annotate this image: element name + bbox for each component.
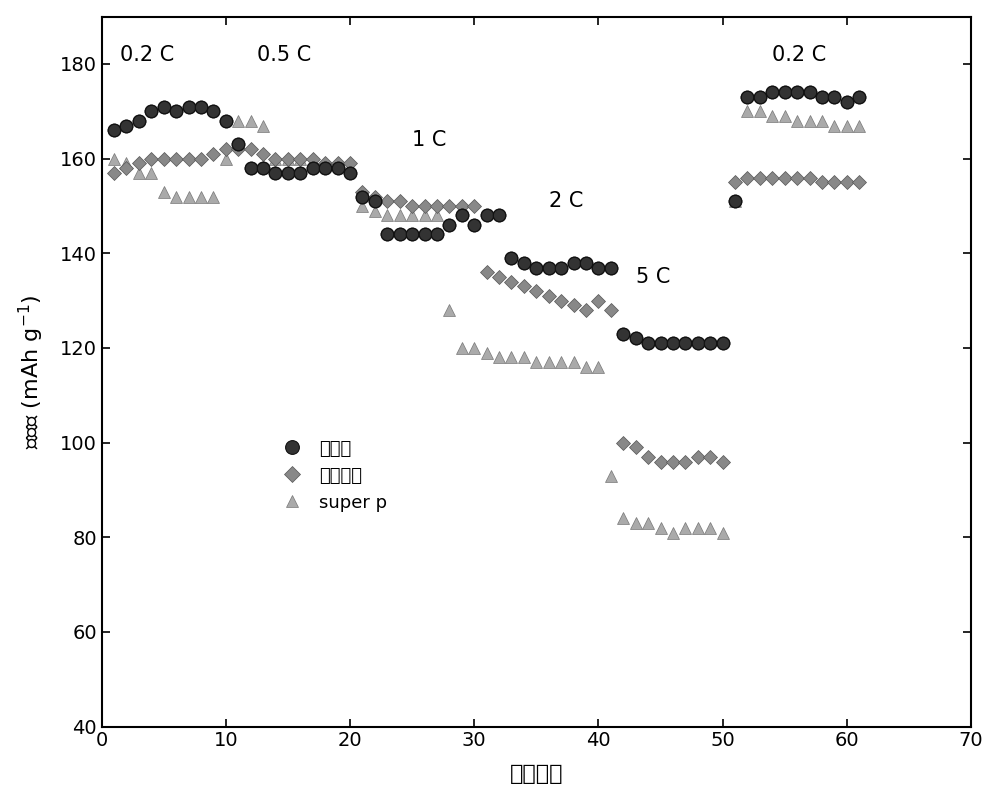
Line: 介孔碳: 介孔碳	[108, 87, 865, 349]
介孔碳	[282, 168, 294, 178]
Legend: 介孔碳, 碳纳米管, super p: 介孔碳, 碳纳米管, super p	[267, 433, 395, 519]
碳纳米管	[220, 144, 232, 154]
Text: 5 C: 5 C	[636, 267, 670, 287]
Line: super p: super p	[108, 106, 865, 538]
介孔碳	[853, 92, 865, 102]
Y-axis label: 比容量 (mAh g$^{-1}$): 比容量 (mAh g$^{-1}$)	[17, 295, 46, 449]
碳纳米管	[853, 178, 865, 187]
super p	[369, 206, 381, 215]
介孔碳	[505, 253, 517, 263]
介孔碳	[766, 87, 778, 97]
Text: 0.2 C: 0.2 C	[120, 45, 174, 65]
碳纳米管	[779, 173, 791, 183]
碳纳米管	[655, 457, 667, 466]
碳纳米管	[294, 154, 306, 163]
Line: 碳纳米管: 碳纳米管	[109, 144, 864, 466]
super p	[779, 111, 791, 121]
介孔碳	[369, 196, 381, 206]
Text: 1 C: 1 C	[412, 130, 446, 150]
碳纳米管	[568, 300, 580, 310]
Text: 0.2 C: 0.2 C	[772, 45, 827, 65]
介孔碳	[779, 87, 791, 97]
碳纳米管	[269, 154, 281, 163]
super p	[853, 121, 865, 131]
super p	[282, 154, 294, 163]
super p	[667, 528, 679, 537]
介孔碳	[108, 126, 120, 135]
X-axis label: 循环次数: 循环次数	[510, 764, 563, 784]
super p	[257, 121, 269, 131]
super p	[555, 357, 567, 367]
碳纳米管	[518, 282, 530, 292]
Text: 2 C: 2 C	[549, 191, 583, 211]
碳纳米管	[381, 196, 393, 206]
super p	[741, 107, 753, 116]
super p	[108, 154, 120, 163]
介孔碳	[555, 263, 567, 272]
介孔碳	[642, 338, 654, 348]
介孔碳	[257, 163, 269, 173]
Text: 0.5 C: 0.5 C	[257, 45, 311, 65]
super p	[505, 352, 517, 362]
碳纳米管	[108, 168, 120, 178]
